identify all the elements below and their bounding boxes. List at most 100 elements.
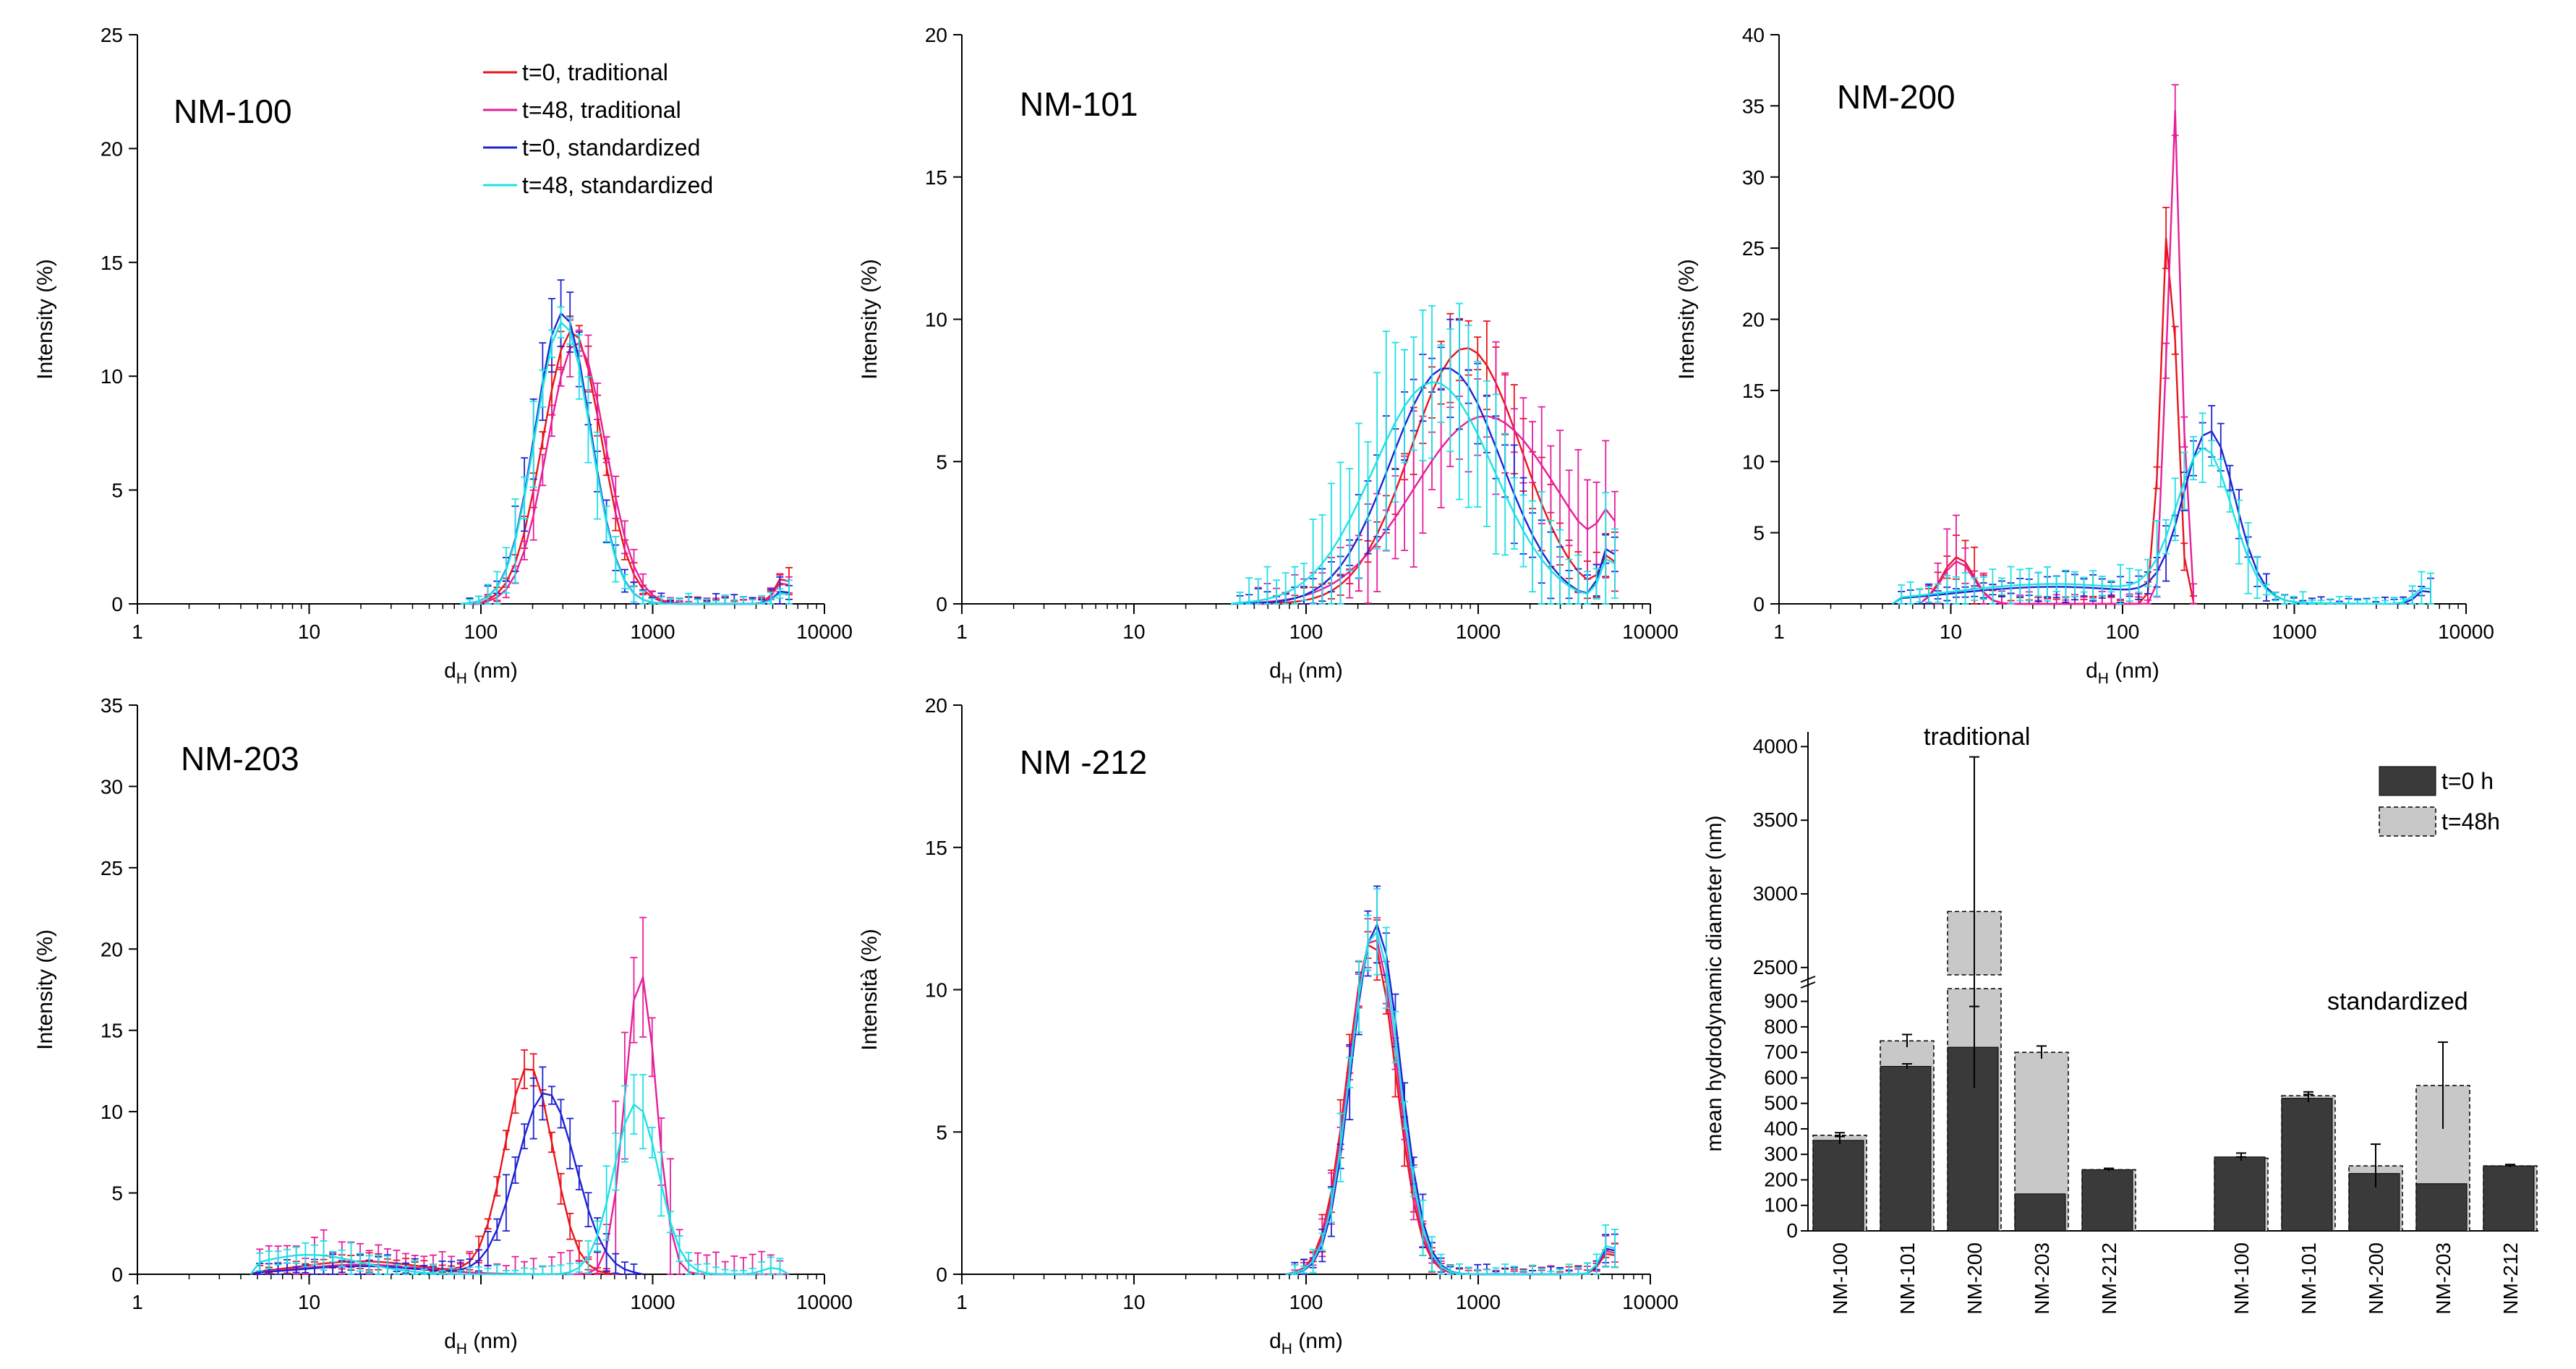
bar-t0 — [1947, 1046, 1999, 1232]
panel-nm200: 0 5 10 15 20 25 30 35 40 1 10 100 1000 10000 dH (nm) In… — [1675, 24, 2494, 687]
y-tick-label: 0 — [1753, 593, 1765, 615]
y-tick-label: 20 — [101, 137, 123, 160]
series-t48_standardized — [250, 1074, 790, 1276]
x-tick-label: 1 — [956, 620, 968, 643]
y-tick-label: 10 — [925, 979, 947, 1002]
x-tick-label: 1000 — [630, 1291, 675, 1313]
x-tick-label: 10 — [298, 1291, 320, 1313]
x-tick-label: 1000 — [630, 620, 675, 643]
y-tick-label: 15 — [1742, 380, 1765, 402]
series-t48_traditional — [1285, 917, 1618, 1276]
x-axis-title: dH (nm) — [444, 659, 518, 687]
legend-swatch-t48 — [2379, 806, 2436, 837]
y-tick-label: 40 — [1742, 24, 1765, 46]
bar-category-label: NM-101 — [2298, 1242, 2320, 1315]
y-tick-label: 20 — [925, 694, 947, 717]
series-line — [250, 973, 789, 1276]
x-tick-label: 10000 — [2438, 620, 2494, 643]
series-t0_standardized — [1285, 885, 1618, 1276]
series-line — [469, 330, 790, 605]
y-tick-label: 0 — [111, 1263, 123, 1286]
x-tick-label: 100 — [2106, 620, 2140, 643]
series-t0_standardized — [250, 1066, 644, 1276]
legend-swatch-t0 — [2379, 766, 2436, 796]
series-t0_traditional — [1285, 919, 1618, 1276]
panel-title: NM-200 — [1837, 78, 1956, 116]
panel-nm101: 0 5 10 15 20 1 10 100 1000 10000 dH (nm) Intensity … — [858, 24, 1679, 687]
bar-t0 — [1812, 1140, 1864, 1232]
series-t48_standardized — [1285, 888, 1618, 1276]
bar-t0 — [2281, 1098, 2333, 1232]
y-tick-label: 3500 — [1753, 809, 1798, 831]
bar-category-label: NM-212 — [2499, 1242, 2522, 1315]
bar-category-label: NM-101 — [1896, 1242, 1919, 1315]
x-tick-label: 1 — [132, 620, 143, 643]
series-t48_standardized — [1891, 412, 2435, 605]
legend-label: t=0 h — [2441, 768, 2494, 794]
x-axis-title: dH (nm) — [1269, 1329, 1343, 1357]
y-tick-label: 900 — [1764, 990, 1798, 1012]
x-tick-label: 1 — [132, 1291, 143, 1313]
y-axis-title: Intensity (%) — [33, 929, 57, 1050]
y-tick-label: 10 — [101, 365, 123, 388]
series-t48_standardized — [460, 306, 793, 605]
panel-title: NM-101 — [1020, 85, 1138, 123]
y-tick-label: 30 — [101, 775, 123, 798]
x-tick-label: 100 — [1289, 1291, 1323, 1313]
y-tick-label: 600 — [1764, 1066, 1798, 1088]
y-tick-label: 30 — [1742, 166, 1765, 189]
series-line — [1258, 346, 1616, 605]
x-tick-label: 10000 — [796, 620, 853, 643]
series-line — [1285, 939, 1616, 1276]
panel-title: NM -212 — [1020, 743, 1147, 781]
panel-title: NM-100 — [174, 93, 292, 130]
y-tick-label: 20 — [101, 938, 123, 960]
y-tick-label: 5 — [1753, 522, 1765, 545]
y-tick-label: 35 — [1742, 95, 1765, 117]
x-tick-label: 10 — [298, 620, 320, 643]
x-tick-label: 10000 — [1622, 1291, 1679, 1313]
panel-title: NM-203 — [181, 740, 299, 777]
y-tick-label: 15 — [925, 837, 947, 859]
bar-group-traditional: NM-100 NM-101 NM-200 NM-203 NM-212 — [1812, 756, 2136, 1315]
panel-bars: 0 100 200 300 400 500 600 700 800 900 2500 3000 3500… — [1702, 723, 2538, 1315]
y-tick-label: 2500 — [1753, 956, 1798, 978]
y-tick-label: 300 — [1764, 1143, 1798, 1165]
bar-t0 — [2483, 1165, 2535, 1232]
y-axis-title: mean hydrodynamic diameter (nm) — [1702, 815, 1726, 1151]
y-tick-label: 20 — [1742, 309, 1765, 331]
y-tick-label: 4000 — [1753, 735, 1798, 757]
bar-t0 — [2348, 1173, 2400, 1232]
y-tick-label: 5 — [936, 1121, 947, 1143]
series-t0_traditional — [1919, 206, 2197, 605]
bar-category-label: NM-203 — [2432, 1242, 2455, 1315]
y-tick-label: 700 — [1764, 1041, 1798, 1063]
series-line — [1919, 237, 2195, 605]
y-tick-label: 400 — [1764, 1117, 1798, 1140]
bar-t0 — [2415, 1183, 2468, 1232]
y-tick-label: 15 — [101, 1020, 123, 1042]
x-tick-label: 1000 — [1456, 620, 1501, 643]
panel-nm212: 0 5 10 15 20 1 10 100 1000 10000 dH (nm) Intensità … — [858, 694, 1679, 1357]
panel-nm203: 0 5 10 15 20 25 30 35 1 10 1000 10000 dH (nm) Intensi… — [33, 694, 853, 1357]
bar-category-label: NM-100 — [1829, 1242, 1851, 1315]
y-tick-label: 20 — [925, 24, 947, 46]
y-tick-label: 0 — [111, 593, 123, 615]
series-t48_traditional — [250, 916, 789, 1276]
y-tick-label: 10 — [925, 309, 947, 331]
y-tick-label: 0 — [936, 593, 947, 615]
bar-legend: t=0 h t=48h — [2379, 766, 2500, 837]
axis-break — [1800, 981, 1816, 989]
y-tick-label: 200 — [1764, 1168, 1798, 1190]
x-tick-label: 10000 — [1622, 620, 1679, 643]
x-axis-title: dH (nm) — [1269, 659, 1343, 687]
series-t48_standardized — [1230, 302, 1618, 605]
x-tick-label: 1 — [956, 1291, 968, 1313]
series-t48_traditional — [1919, 84, 2197, 605]
bar-t0 — [2081, 1169, 2133, 1232]
legend-label: t=48, traditional — [522, 97, 681, 123]
y-tick-label: 3000 — [1753, 882, 1798, 905]
x-axis-title: dH (nm) — [444, 1329, 518, 1357]
legend-label: t=0, standardized — [522, 135, 700, 161]
